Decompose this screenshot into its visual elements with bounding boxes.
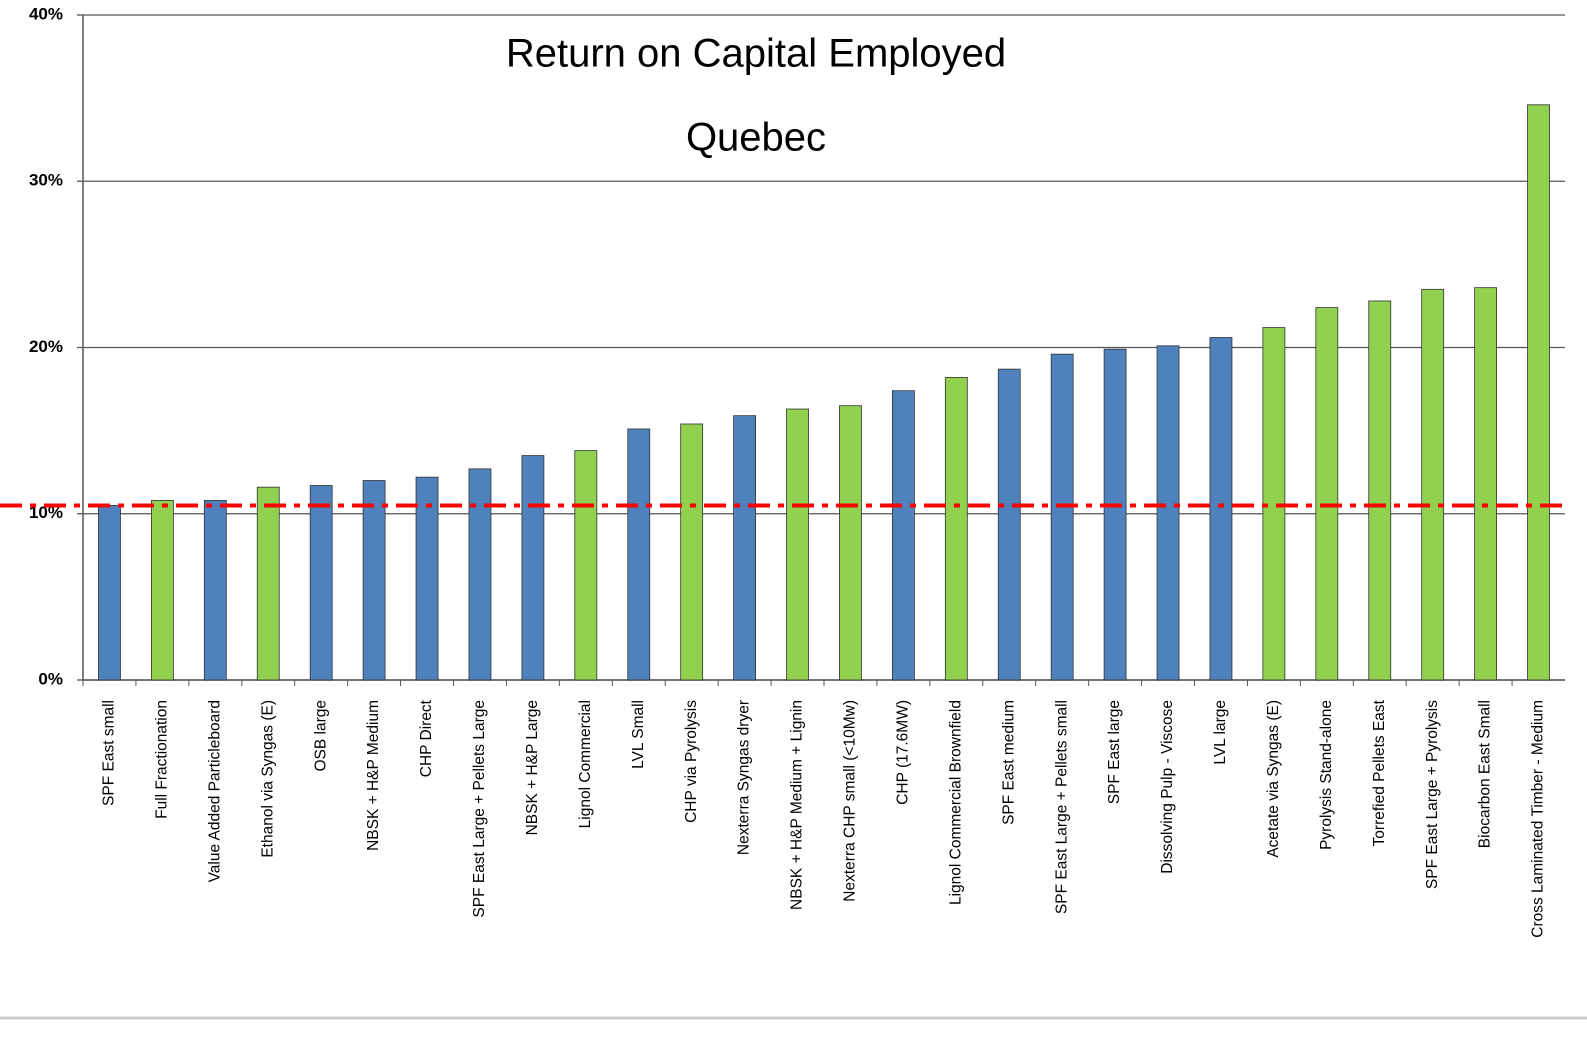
x-tick-label: CHP Direct: [418, 699, 435, 777]
x-tick-label: Value Added Particleboard: [206, 700, 223, 882]
chart-subtitle: Quebec: [686, 116, 826, 160]
bar: [1421, 288, 1445, 681]
x-tick-label: SPF East large: [1106, 700, 1123, 804]
bar: [733, 415, 757, 681]
x-tick-label: CHP (17.6MW): [894, 700, 911, 805]
x-tick-label: SPF East Large + Pellets small: [1053, 700, 1070, 914]
x-tick-label: CHP via Pyrolysis: [683, 700, 700, 823]
bar: [203, 500, 227, 681]
y-tick-label: 30%: [29, 171, 63, 190]
chart-title: Return on Capital Employed: [506, 32, 1006, 76]
y-tick-label: 20%: [29, 337, 63, 356]
x-tick-label: NBSK + H&P Large: [524, 700, 541, 835]
bar: [680, 423, 704, 681]
bar: [1050, 353, 1074, 681]
bar: [98, 505, 121, 681]
x-tick-label: NBSK + H&P Medium: [365, 700, 382, 851]
bar: [1315, 307, 1339, 681]
bar: [839, 405, 862, 681]
x-tick-label: Biocarbon East Small: [1477, 700, 1494, 848]
bar: [521, 455, 545, 681]
x-tick-label: LVL large: [1212, 700, 1229, 765]
bar: [256, 486, 280, 681]
x-tick-label: OSB large: [312, 700, 329, 772]
x-tick-label: Nexterra Syngas dryer: [736, 700, 753, 855]
x-tick-label: SPF East Large + Pellets Large: [471, 700, 488, 918]
bar: [1527, 104, 1550, 681]
bar: [627, 428, 651, 681]
bar: [1103, 348, 1127, 681]
bar: [1474, 287, 1498, 681]
x-tick-label: SPF East medium: [1000, 700, 1017, 825]
x-tick-label: LVL Small: [630, 700, 647, 769]
bar: [997, 368, 1021, 681]
x-tick-label: Ethanol via Syngas (E): [259, 700, 276, 858]
bar: [891, 390, 915, 681]
bar: [574, 450, 598, 681]
bar: [309, 485, 333, 681]
bar: [786, 408, 809, 681]
x-tick-label: Lignol Commercial: [577, 700, 594, 828]
bar: [468, 468, 492, 681]
bar: [1156, 345, 1180, 681]
bar: [1209, 337, 1233, 681]
x-tick-label: Acetate via Syngas (E): [1265, 700, 1282, 858]
x-tick-label: NBSK + H&P Medium + Lignin: [789, 700, 806, 910]
bar: [362, 480, 386, 681]
y-tick-label: 40%: [29, 4, 63, 23]
x-tick-label: Lignol Commercial Brownfield: [947, 700, 964, 905]
y-tick-label: 0%: [38, 669, 63, 688]
x-tick-label: SPF East small: [101, 700, 118, 806]
y-tick-label: 10%: [29, 503, 63, 522]
bar: [944, 377, 968, 681]
x-tick-label: SPF East Large + Pyrolysis: [1424, 700, 1441, 889]
x-tick-label: Nexterra CHP small (<10Mw): [842, 700, 859, 902]
x-tick-label: Torrefied Pellets East: [1371, 699, 1388, 846]
bar: [1368, 300, 1392, 681]
bar: [150, 500, 174, 681]
x-tick-label: Dissolving Pulp - Viscose: [1159, 700, 1176, 874]
bar: [415, 476, 439, 681]
x-tick-label: Full Fractionation: [153, 700, 170, 819]
x-tick-label: Cross Laminated Timber - Medium: [1530, 700, 1547, 938]
x-tick-label: Pyrolysis Stand-alone: [1318, 700, 1335, 850]
